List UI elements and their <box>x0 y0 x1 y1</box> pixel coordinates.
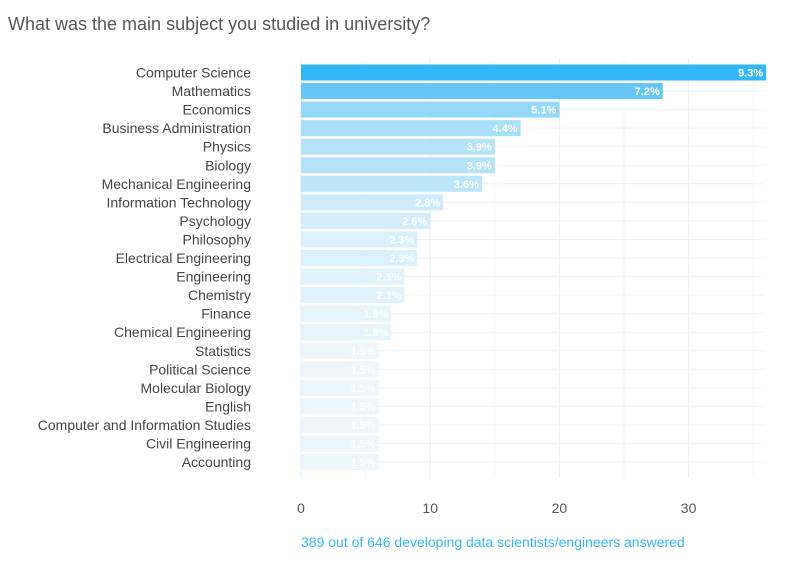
data-label: 1.5% <box>350 346 375 358</box>
data-label: 2.3% <box>389 234 414 246</box>
category-label: Philosophy <box>183 231 252 247</box>
x-tick-label: 20 <box>552 500 568 516</box>
data-label: 9.3% <box>738 68 763 80</box>
data-label: 1.5% <box>350 439 375 451</box>
bar <box>301 324 392 341</box>
bar <box>301 212 431 229</box>
bar <box>301 454 379 471</box>
category-label: Political Science <box>149 361 251 377</box>
category-label: Biology <box>205 157 251 173</box>
bars <box>301 64 767 471</box>
bar <box>301 379 379 396</box>
bar <box>301 138 495 155</box>
data-label: 1.5% <box>350 457 375 469</box>
data-label: 3.6% <box>454 179 479 191</box>
category-label: Psychology <box>179 213 251 229</box>
x-tick-label: 30 <box>681 500 697 516</box>
bar <box>301 435 379 452</box>
category-label: Computer and Information Studies <box>38 417 251 433</box>
category-label: Mathematics <box>172 83 251 99</box>
data-label: 1.5% <box>350 383 375 395</box>
category-label: Electrical Engineering <box>116 250 251 266</box>
category-label: Mechanical Engineering <box>102 176 251 192</box>
bar <box>301 342 379 359</box>
data-label: 2.1% <box>376 290 401 302</box>
category-label: Statistics <box>195 343 251 359</box>
category-label: Computer Science <box>136 65 251 81</box>
category-label: Business Administration <box>102 120 251 136</box>
category-label: English <box>205 398 251 414</box>
category-labels: Computer Science Mathematics Economics Busi… <box>38 65 251 471</box>
bar <box>301 305 392 322</box>
category-label: Molecular Biology <box>141 380 252 396</box>
bar <box>301 398 379 415</box>
data-label: 2.8% <box>415 197 440 209</box>
bar <box>301 231 418 248</box>
data-label: 2.1% <box>376 272 401 284</box>
category-label: Accounting <box>182 454 251 470</box>
category-label: Finance <box>201 306 251 322</box>
x-tick-label: 0 <box>297 500 305 516</box>
chart-title: What was the main subject you studied in… <box>8 14 431 34</box>
bar <box>301 101 560 118</box>
category-label: Physics <box>203 139 251 155</box>
data-label: 1.5% <box>350 420 375 432</box>
data-label: 2.6% <box>402 216 427 228</box>
bar <box>301 250 418 266</box>
data-label: 1.8% <box>363 309 388 321</box>
chart-caption: 389 out of 646 developing data scientist… <box>301 534 685 550</box>
x-tick-labels: 0 10 20 30 <box>297 500 696 516</box>
data-label: 4.4% <box>493 123 518 135</box>
category-label: Chemistry <box>188 287 251 303</box>
data-label: 1.8% <box>363 327 388 339</box>
data-label: 7.2% <box>635 86 660 98</box>
x-tick-label: 10 <box>422 500 438 516</box>
data-label: 3.9% <box>467 160 492 172</box>
data-label: 2.3% <box>389 253 414 265</box>
category-label: Economics <box>183 102 251 118</box>
bar <box>301 157 495 174</box>
bar <box>301 64 767 81</box>
data-labels: 9.3%7.2%5.1%4.4%3.9%3.9%3.6%2.8%2.6%2.3%… <box>350 68 763 470</box>
data-label: 1.5% <box>350 401 375 413</box>
bar <box>301 268 405 285</box>
data-label: 5.1% <box>531 105 556 117</box>
data-label: 1.5% <box>350 364 375 376</box>
bar <box>301 416 379 433</box>
bar <box>301 287 405 304</box>
data-label: 3.9% <box>467 142 492 154</box>
bar <box>301 83 663 100</box>
category-label: Information Technology <box>107 194 252 210</box>
category-label: Engineering <box>176 269 251 285</box>
bar <box>301 120 521 137</box>
category-label: Civil Engineering <box>146 436 251 452</box>
bar <box>301 175 482 192</box>
bar <box>301 194 444 211</box>
category-label: Chemical Engineering <box>114 324 251 340</box>
bar <box>301 361 379 378</box>
